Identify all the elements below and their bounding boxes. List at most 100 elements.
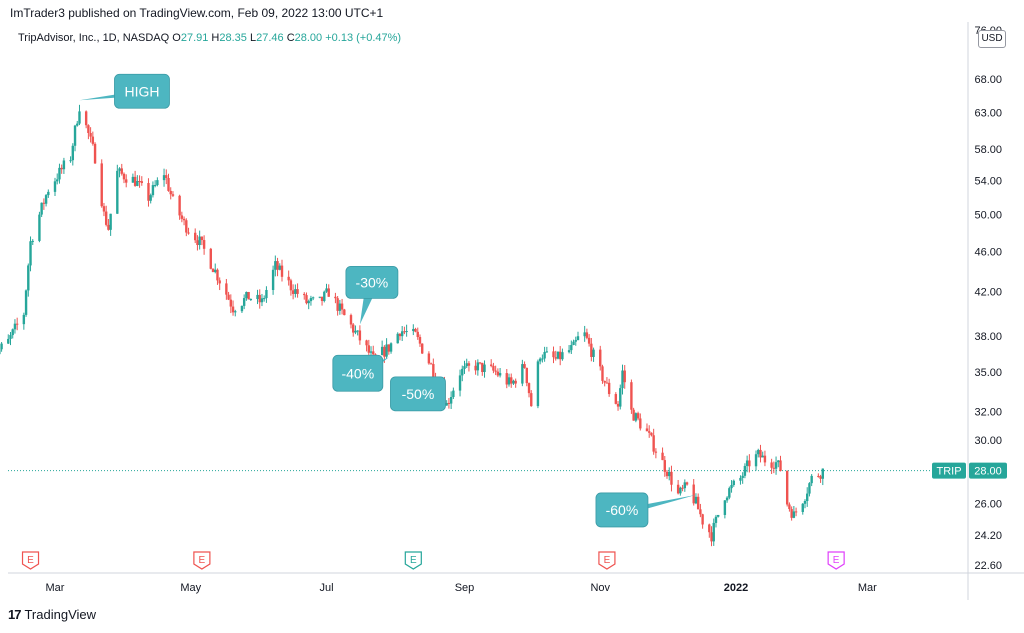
candle-body bbox=[167, 177, 170, 191]
candle-body bbox=[541, 358, 544, 360]
legend-title: TripAdvisor, Inc., 1D, NASDAQ bbox=[18, 32, 170, 44]
candle-body bbox=[525, 367, 529, 384]
candle-body bbox=[87, 125, 90, 134]
callout-box bbox=[332, 354, 384, 392]
candle-body bbox=[44, 195, 48, 204]
candle-body bbox=[247, 291, 250, 300]
candle-body bbox=[510, 377, 513, 384]
candle-body bbox=[654, 451, 658, 453]
candle-body bbox=[463, 366, 466, 369]
candle-body bbox=[476, 362, 480, 371]
legend-change: +0.13 (+0.47%) bbox=[325, 32, 402, 44]
candle-body bbox=[318, 296, 322, 298]
legend-open-label: O bbox=[172, 32, 181, 44]
candle-body bbox=[418, 337, 422, 344]
candle-body bbox=[785, 470, 789, 505]
candle-body bbox=[202, 240, 206, 249]
candle-body bbox=[523, 364, 526, 368]
callout-minus30pct: -30% bbox=[345, 265, 399, 325]
candle-body bbox=[216, 269, 219, 281]
candle-body bbox=[93, 143, 97, 164]
y-tick-label: 24.20 bbox=[974, 530, 1002, 542]
callout-minus60pct: -60% bbox=[595, 492, 696, 528]
candle-body bbox=[13, 323, 17, 330]
candle-body bbox=[429, 363, 433, 365]
candle-body bbox=[494, 370, 497, 372]
callout-label: -60% bbox=[606, 502, 639, 518]
candle-body bbox=[225, 283, 228, 295]
candle-body bbox=[140, 181, 143, 184]
candle-body bbox=[512, 380, 515, 384]
candle-body bbox=[741, 475, 744, 478]
candle-body bbox=[153, 185, 157, 187]
candle-body bbox=[561, 352, 564, 360]
earnings-marker-label: E bbox=[604, 555, 611, 566]
candle-body bbox=[467, 363, 471, 366]
callout-box bbox=[390, 376, 446, 412]
candle-body bbox=[56, 179, 59, 182]
candle-body bbox=[47, 191, 50, 196]
candle-body bbox=[260, 298, 264, 303]
candle-body bbox=[24, 290, 28, 315]
y-tick-label: 42.00 bbox=[974, 287, 1002, 299]
candle-body bbox=[650, 432, 653, 436]
candle-body bbox=[151, 185, 155, 196]
candle-body bbox=[757, 449, 760, 455]
currency-button[interactable]: USD bbox=[978, 30, 1006, 48]
candle-body bbox=[198, 236, 201, 246]
candle-body bbox=[185, 220, 188, 233]
candle-body bbox=[592, 349, 595, 357]
callout-minus40pct: -40% bbox=[332, 354, 389, 392]
y-tick-label: 38.00 bbox=[974, 331, 1002, 343]
candle-body bbox=[107, 224, 110, 230]
candle-body bbox=[452, 390, 455, 398]
candle-body bbox=[801, 503, 804, 512]
candle-body bbox=[739, 477, 742, 481]
candle-body bbox=[352, 324, 355, 333]
candle-body bbox=[572, 341, 575, 345]
candle-body bbox=[118, 168, 121, 171]
candle-body bbox=[587, 337, 591, 344]
candle-body bbox=[536, 361, 540, 407]
candle-body bbox=[327, 288, 330, 297]
candle-body bbox=[227, 294, 230, 300]
candle-body bbox=[574, 340, 577, 342]
candle-body bbox=[296, 289, 299, 294]
candle-body bbox=[445, 402, 448, 406]
candle-body bbox=[449, 397, 453, 404]
candle-body bbox=[214, 269, 217, 273]
candle-body bbox=[91, 136, 95, 144]
candle-body bbox=[280, 265, 284, 277]
candle-body bbox=[147, 183, 150, 201]
candle-body bbox=[810, 475, 813, 484]
candle-body bbox=[630, 382, 633, 410]
candle-body bbox=[211, 268, 215, 273]
candle-body bbox=[754, 454, 758, 467]
candle-body bbox=[102, 206, 106, 212]
candle-body bbox=[58, 167, 61, 180]
candle-body bbox=[15, 323, 19, 325]
candle-body bbox=[336, 298, 339, 311]
candle-body bbox=[38, 214, 41, 241]
candle-body bbox=[338, 303, 342, 311]
candle-body bbox=[405, 331, 408, 333]
candle-body bbox=[605, 382, 609, 384]
candle-body bbox=[27, 265, 30, 291]
candle-body bbox=[616, 403, 620, 407]
candle-body bbox=[149, 195, 152, 201]
x-tick-label: Sep bbox=[455, 582, 475, 594]
candle-body bbox=[387, 344, 391, 352]
candle-body bbox=[716, 514, 720, 517]
candle-body bbox=[714, 516, 718, 523]
candle-body bbox=[607, 382, 611, 395]
candle-body bbox=[777, 460, 780, 463]
earnings-marker-icon bbox=[827, 551, 845, 570]
candle-body bbox=[245, 291, 248, 299]
candle-body bbox=[770, 462, 773, 468]
candle-body bbox=[498, 373, 502, 376]
candle-body bbox=[743, 465, 747, 476]
candle-body bbox=[763, 455, 767, 463]
candle-body bbox=[358, 330, 362, 341]
candle-body bbox=[788, 504, 791, 510]
